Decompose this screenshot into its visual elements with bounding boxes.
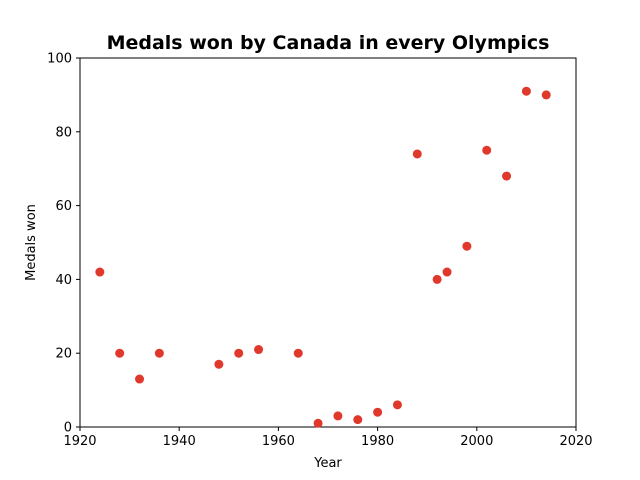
x-tick-label: 1980 [361,434,394,449]
data-point [115,348,125,358]
data-point [95,267,105,277]
plot-area [79,57,577,428]
x-axis-label: Year [313,456,342,471]
chart-title: Medals won by Canada in every Olympics [107,32,550,54]
x-tick-label: 1960 [262,434,295,449]
data-point [462,241,472,251]
data-point [442,267,452,277]
data-point [254,345,264,355]
x-tick-label: 2000 [460,434,493,449]
y-tick-label: 60 [55,199,72,214]
x-axis: 1920 1940 1960 1980 2000 2020 [63,427,593,449]
data-point [353,415,363,425]
y-tick-label: 80 [55,125,72,140]
x-tick-label: 1940 [163,434,196,449]
y-tick-label: 100 [47,52,72,67]
data-point [234,348,244,358]
x-tick-label: 1920 [63,434,96,449]
y-axis: 0 20 40 60 80 100 [47,52,80,436]
data-point [293,348,303,358]
y-tick-label: 40 [55,273,72,288]
data-point [432,274,442,284]
y-axis-label: Medals won [24,204,39,281]
data-point [135,374,145,384]
data-point [521,86,531,96]
y-tick-label: 0 [64,421,72,436]
y-tick-label: 20 [55,347,72,362]
data-point [482,145,492,155]
data-point [502,171,512,181]
data-point [373,407,383,417]
data-point [392,400,402,410]
data-point [313,418,323,428]
data-point [214,359,224,369]
data-point [154,348,164,358]
data-points [95,86,551,428]
data-point [541,90,551,100]
data-point [333,411,343,421]
x-tick-label: 2020 [559,434,592,449]
data-point [412,149,422,159]
